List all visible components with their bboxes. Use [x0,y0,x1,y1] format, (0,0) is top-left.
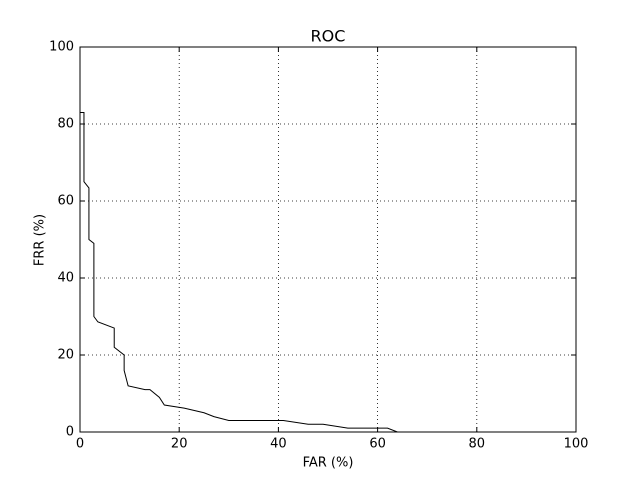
y-tick-label: 0 [66,425,74,440]
x-tick-label: 20 [171,437,188,452]
y-tick-label: 40 [57,271,74,286]
x-axis-label: FAR (%) [303,456,354,471]
roc-line [80,111,576,433]
x-tick-label: 100 [564,437,589,452]
y-tick-label: 100 [49,40,74,55]
y-axis-label: FRR (%) [33,214,48,266]
y-tick-label: 20 [57,348,74,363]
y-tick-label: 60 [57,194,74,209]
chart-title: ROC [311,27,346,46]
x-tick-label: 40 [270,437,287,452]
x-tick-label: 60 [369,437,386,452]
x-tick-label: 0 [76,437,84,452]
x-tick-label: 80 [469,437,486,452]
plot-frame [79,46,577,433]
y-tick-label: 80 [57,117,74,132]
